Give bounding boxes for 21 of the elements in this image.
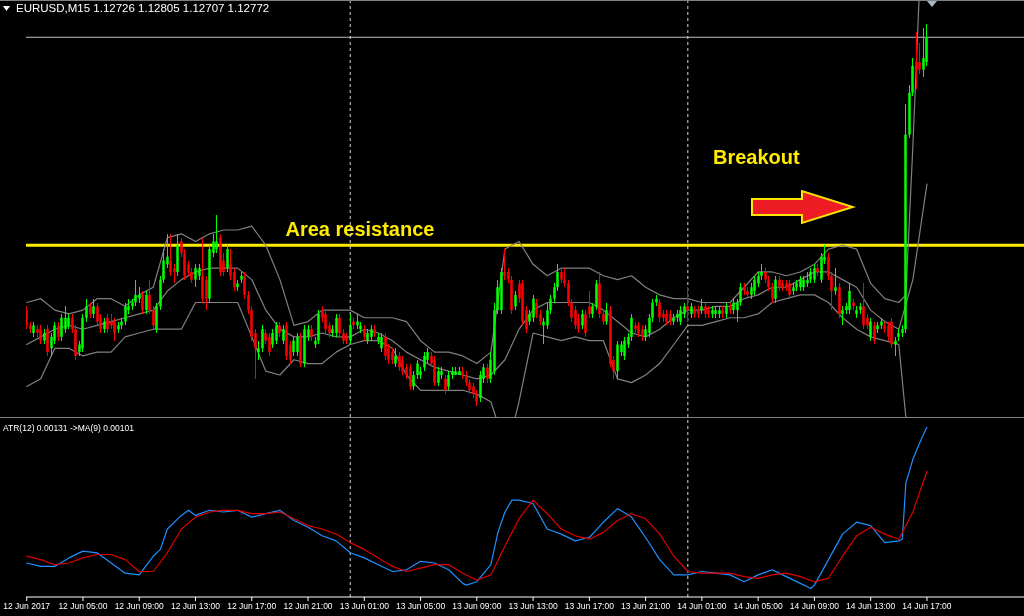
x-tick-label: 13 Jun 21:00 xyxy=(621,601,671,612)
x-tick-label: 12 Jun 13:00 xyxy=(170,601,221,612)
x-tick-label: 13 Jun 05:00 xyxy=(395,601,446,612)
x-tick-label: 12 Jun 21:00 xyxy=(283,601,333,612)
chart-title: ATR(12) 0.00131 ->MA(9) 0.00101 xyxy=(3,423,134,434)
x-tick-label: 13 Jun 13:00 xyxy=(508,601,558,612)
chart-title: EURUSD,M15 1.12726 1.12805 1.12707 1.12772 xyxy=(16,2,270,16)
annotation: Breakout xyxy=(713,146,800,169)
x-tick-label: 14 Jun 13:00 xyxy=(846,601,896,612)
x-tick-label: 13 Jun 09:00 xyxy=(452,601,502,612)
x-tick-label: 13 Jun 17:00 xyxy=(564,601,615,612)
x-tick-label: 14 Jun 05:00 xyxy=(733,601,783,612)
x-tick-label: 12 Jun 2017 xyxy=(3,601,51,612)
ref-line-label: Area resistance xyxy=(285,218,435,241)
x-tick-label: 12 Jun 17:00 xyxy=(227,601,277,612)
x-tick-label: 13 Jun 01:00 xyxy=(339,601,390,612)
x-tick-label: 12 Jun 09:00 xyxy=(114,601,165,612)
x-tick-label: 12 Jun 05:00 xyxy=(58,601,108,612)
x-tick-label: 14 Jun 09:00 xyxy=(789,601,840,612)
x-tick-label: 14 Jun 01:00 xyxy=(677,601,727,612)
x-tick-label: 14 Jun 17:00 xyxy=(902,601,952,612)
